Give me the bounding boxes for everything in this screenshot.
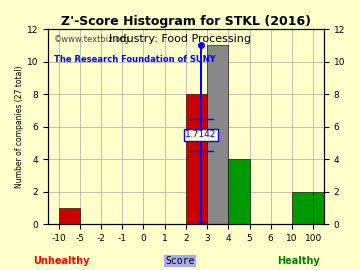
Bar	[207, 45, 228, 224]
Bar	[292, 192, 313, 224]
Text: Score: Score	[165, 256, 195, 266]
Text: 1.7142: 1.7142	[185, 130, 217, 139]
Y-axis label: Number of companies (27 total): Number of companies (27 total)	[15, 65, 24, 188]
Text: ©www.textbiz.org: ©www.textbiz.org	[54, 35, 130, 44]
Title: Z'-Score Histogram for STKL (2016): Z'-Score Histogram for STKL (2016)	[61, 15, 311, 28]
Text: Industry: Food Processing: Industry: Food Processing	[109, 34, 251, 44]
Bar	[334, 208, 356, 224]
Text: Unhealthy: Unhealthy	[33, 256, 89, 266]
Text: The Research Foundation of SUNY: The Research Foundation of SUNY	[54, 55, 215, 63]
Bar	[228, 159, 249, 224]
Bar	[313, 192, 334, 224]
Text: Healthy: Healthy	[278, 256, 320, 266]
Bar	[186, 94, 207, 224]
Bar	[59, 208, 80, 224]
